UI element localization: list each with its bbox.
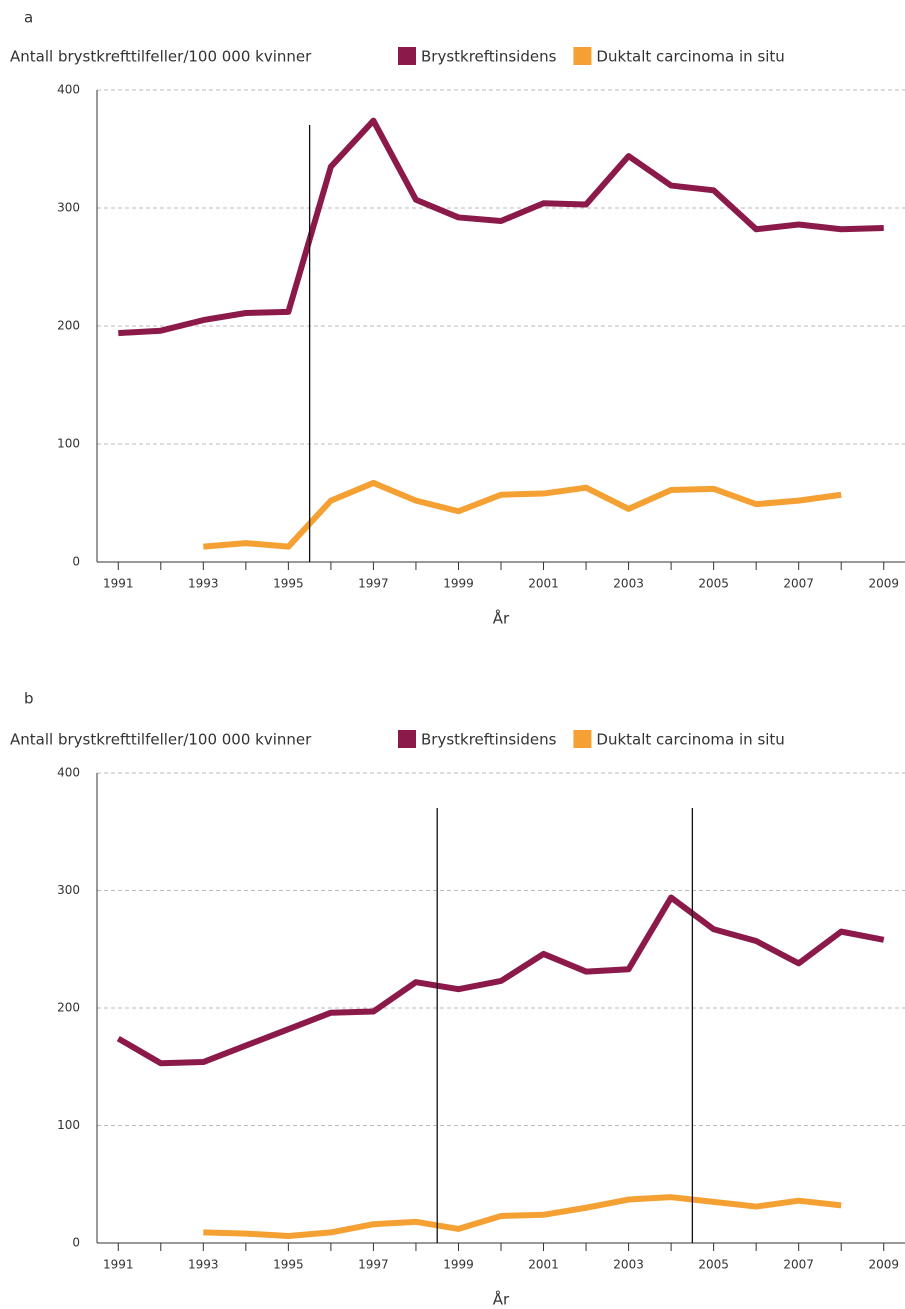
x-tick-label: 2005 xyxy=(698,1258,729,1272)
legend-label: Duktalt carcinoma in situ xyxy=(596,48,784,66)
y-tick-label: 200 xyxy=(57,1001,80,1015)
data-line xyxy=(203,479,842,550)
y-tick-label: 100 xyxy=(57,437,80,451)
y-tick-label: 0 xyxy=(72,555,80,569)
x-tick-label: 1991 xyxy=(103,577,134,591)
y-tick-label: 0 xyxy=(72,1236,80,1250)
legend-swatch xyxy=(573,47,592,65)
x-tick-label: 2003 xyxy=(613,1258,644,1272)
x-tick-label: 1995 xyxy=(273,577,304,591)
x-tick-label: 1993 xyxy=(188,577,219,591)
y-tick-label: 400 xyxy=(57,766,80,780)
y-tick-label: 300 xyxy=(57,883,80,897)
x-tick-label: 2005 xyxy=(698,577,729,591)
x-tick-label: 2009 xyxy=(868,1258,899,1272)
y-tick-label: 400 xyxy=(57,83,80,97)
x-tick-label: 2007 xyxy=(783,1258,814,1272)
y-axis-label: Antall brystkrefttilfeller/100 000 kvinn… xyxy=(10,731,312,749)
legend-label: Brystkreftinsidens xyxy=(421,731,557,749)
x-axis-label: År xyxy=(493,1290,510,1309)
data-line xyxy=(116,894,885,1067)
panel-label: b xyxy=(24,690,34,708)
x-tick-label: 1993 xyxy=(188,1258,219,1272)
x-tick-label: 1997 xyxy=(358,577,389,591)
legend-label: Duktalt carcinoma in situ xyxy=(596,731,784,749)
x-tick-label: 1999 xyxy=(443,577,474,591)
y-tick-label: 100 xyxy=(57,1118,80,1132)
data-line xyxy=(118,117,884,337)
legend-swatch xyxy=(398,730,416,748)
y-tick-label: 300 xyxy=(57,201,80,215)
x-tick-label: 2009 xyxy=(868,577,899,591)
data-line xyxy=(203,1194,842,1239)
y-tick-label: 200 xyxy=(57,319,80,333)
x-tick-label: 1995 xyxy=(273,1258,304,1272)
x-tick-label: 2003 xyxy=(613,577,644,591)
x-tick-label: 1999 xyxy=(443,1258,474,1272)
panel-label: a xyxy=(24,9,33,27)
x-tick-label: 2001 xyxy=(528,1258,559,1272)
y-axis-label: Antall brystkrefttilfeller/100 000 kvinn… xyxy=(10,48,312,66)
x-tick-label: 2007 xyxy=(783,577,814,591)
x-tick-label: 1991 xyxy=(103,1258,134,1272)
x-tick-label: 1997 xyxy=(358,1258,389,1272)
legend-label: Brystkreftinsidens xyxy=(421,48,557,66)
x-tick-label: 2001 xyxy=(528,577,559,591)
legend-swatch xyxy=(398,47,416,65)
legend-swatch xyxy=(573,730,592,748)
x-axis-label: År xyxy=(493,609,510,628)
